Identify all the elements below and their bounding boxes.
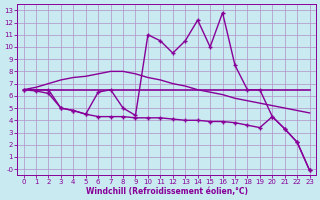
X-axis label: Windchill (Refroidissement éolien,°C): Windchill (Refroidissement éolien,°C) (85, 187, 248, 196)
